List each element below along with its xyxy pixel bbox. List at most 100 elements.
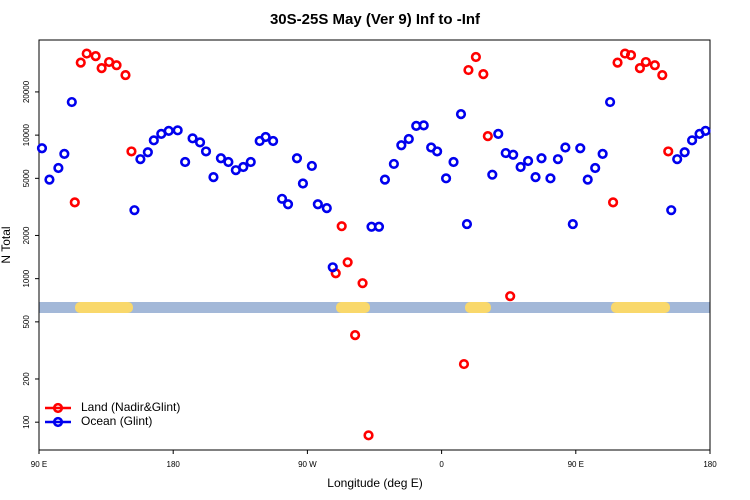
point xyxy=(297,178,309,189)
legend-marker xyxy=(52,416,64,428)
point xyxy=(666,205,677,216)
point xyxy=(172,125,183,136)
point xyxy=(478,69,489,80)
point xyxy=(69,197,80,208)
point xyxy=(90,51,101,62)
point xyxy=(607,197,619,208)
point xyxy=(268,135,279,147)
point xyxy=(418,120,429,131)
point xyxy=(363,430,374,441)
x-axis-label: Longitude (deg E) xyxy=(327,476,422,490)
point xyxy=(276,193,288,204)
legend-label: Ocean (Glint) xyxy=(81,414,152,428)
point xyxy=(142,147,153,158)
point xyxy=(487,169,498,180)
point xyxy=(282,199,294,210)
point xyxy=(200,146,212,157)
point xyxy=(679,147,690,158)
point xyxy=(129,205,140,216)
point xyxy=(379,174,391,185)
x-tick-label: 180 xyxy=(167,460,181,469)
y-tick-label: 500 xyxy=(22,315,31,329)
point xyxy=(342,257,353,268)
chart-title: 30S-25S May (Ver 9) Inf to -Inf xyxy=(270,11,481,28)
point xyxy=(455,109,467,120)
point xyxy=(604,96,616,108)
point xyxy=(530,171,541,183)
point xyxy=(75,57,86,68)
point xyxy=(306,160,317,172)
point xyxy=(590,162,601,174)
point xyxy=(575,143,586,154)
point xyxy=(336,221,347,232)
point xyxy=(672,154,683,165)
point xyxy=(321,203,332,214)
point xyxy=(515,161,526,173)
land-band xyxy=(611,302,670,313)
point xyxy=(612,57,623,68)
point xyxy=(53,162,64,174)
point xyxy=(148,135,159,146)
y-tick-label: 100 xyxy=(22,415,31,429)
point xyxy=(327,262,338,273)
point xyxy=(36,143,48,154)
legend-marker xyxy=(52,402,64,414)
point xyxy=(640,56,651,68)
point xyxy=(215,153,227,164)
point xyxy=(66,96,77,108)
point xyxy=(81,48,92,59)
y-tick-label: 200 xyxy=(22,372,31,386)
land-band xyxy=(465,302,491,313)
point xyxy=(96,63,107,74)
point xyxy=(625,50,637,61)
point xyxy=(567,218,578,230)
point xyxy=(649,60,660,71)
point xyxy=(238,161,249,173)
plot-frame xyxy=(38,39,711,451)
point xyxy=(657,69,668,81)
point xyxy=(470,51,481,63)
point xyxy=(505,291,516,302)
x-tick-label: 90 E xyxy=(568,460,584,469)
point xyxy=(522,155,534,167)
point xyxy=(350,330,361,341)
point xyxy=(493,128,504,139)
land-band xyxy=(336,302,370,313)
y-tick-label: 1000 xyxy=(22,269,31,287)
point xyxy=(111,60,122,71)
point xyxy=(432,146,443,157)
point xyxy=(482,131,493,142)
point xyxy=(291,153,303,164)
point xyxy=(396,140,407,151)
point xyxy=(536,153,547,164)
y-tick-label: 2000 xyxy=(22,226,31,244)
point xyxy=(582,174,593,185)
point xyxy=(163,125,174,137)
point xyxy=(44,174,55,185)
point xyxy=(440,173,452,184)
point xyxy=(403,133,414,145)
point xyxy=(135,154,146,165)
point xyxy=(388,158,399,170)
point xyxy=(223,156,234,168)
point xyxy=(508,149,519,160)
point xyxy=(245,156,256,168)
point xyxy=(597,148,608,159)
y-tick-label: 20000 xyxy=(22,80,31,103)
point xyxy=(545,173,556,184)
point xyxy=(180,156,191,168)
point xyxy=(208,171,219,183)
point xyxy=(461,218,473,230)
point xyxy=(687,135,698,146)
point xyxy=(634,63,646,74)
point xyxy=(663,146,674,157)
x-tick-label: 180 xyxy=(703,460,717,469)
land-band xyxy=(75,302,133,313)
point xyxy=(357,278,368,289)
x-tick-label: 0 xyxy=(439,460,444,469)
point xyxy=(312,199,323,210)
point xyxy=(700,125,711,137)
y-tick-label: 10000 xyxy=(22,123,31,146)
y-axis-label: N Total xyxy=(0,226,13,263)
